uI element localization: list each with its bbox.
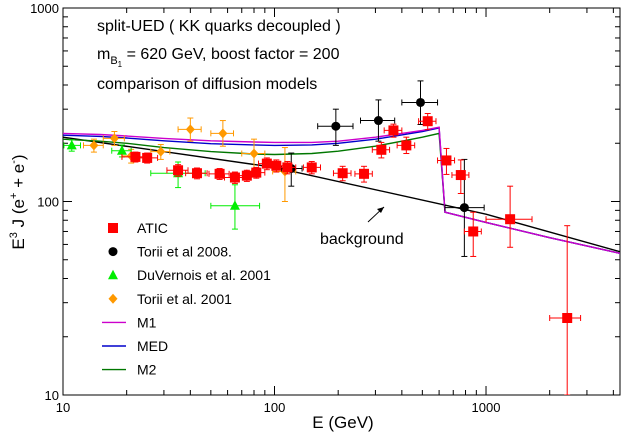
legend-label: M2 bbox=[137, 362, 157, 378]
y-label-e: E bbox=[9, 238, 28, 249]
data-point bbox=[282, 162, 293, 173]
y-tick-label: 1000 bbox=[30, 1, 59, 16]
legend-item: M2 bbox=[102, 362, 157, 378]
legend-label: DuVernois et al. 2001 bbox=[137, 267, 271, 283]
series-background bbox=[63, 136, 620, 253]
series-line-m1 bbox=[63, 126, 620, 254]
y-axis-label: E3 J (e+ + e-) bbox=[8, 154, 28, 249]
legend-label: Torii et al 2008. bbox=[137, 244, 232, 260]
y-tick-label: 100 bbox=[37, 195, 59, 210]
data-point bbox=[66, 139, 77, 150]
annotation-mass-text: = 620 GeV, boost factor = 200 bbox=[122, 46, 339, 63]
data-point bbox=[415, 97, 425, 107]
legend-item: DuVernois et al. 2001 bbox=[108, 267, 271, 283]
legend-item: ATIC bbox=[108, 220, 168, 236]
legend-item: Torii et al 2008. bbox=[108, 244, 232, 260]
data-point bbox=[373, 116, 383, 126]
data-point bbox=[422, 116, 433, 127]
annotation-mass-m: m bbox=[97, 46, 110, 63]
data-point bbox=[468, 226, 479, 237]
data-point bbox=[241, 170, 252, 181]
y-label-plus: + bbox=[8, 193, 20, 199]
data-point bbox=[109, 133, 119, 144]
legend-label: Torii et al. 2001 bbox=[137, 291, 232, 307]
legend-marker bbox=[108, 269, 118, 280]
annotation-mass-subsub: 1 bbox=[118, 60, 123, 69]
series-torii-et-al-2008 bbox=[281, 80, 485, 257]
data-point bbox=[185, 124, 195, 135]
data-point bbox=[505, 214, 516, 225]
data-point bbox=[173, 165, 184, 176]
data-point bbox=[116, 145, 127, 155]
series-layer bbox=[63, 80, 620, 395]
x-tick-label: 10 bbox=[56, 400, 70, 415]
data-point bbox=[261, 158, 272, 169]
series-torii-et-al-2001 bbox=[82, 117, 297, 202]
data-point bbox=[191, 168, 202, 179]
annotation-model: split-UED ( KK quarks decoupled ) bbox=[97, 18, 341, 35]
x-tick-label: 1000 bbox=[472, 400, 501, 415]
annotation-background: background bbox=[320, 231, 404, 248]
data-point bbox=[337, 168, 348, 179]
data-point bbox=[251, 167, 262, 178]
data-point bbox=[142, 152, 153, 163]
annotation-comparison: comparison of diffusion models bbox=[97, 76, 317, 93]
y-label-j: J (e bbox=[9, 199, 28, 232]
legend-label: ATIC bbox=[137, 220, 168, 236]
data-point bbox=[156, 146, 166, 157]
series-m1 bbox=[63, 126, 620, 254]
plot-frame bbox=[62, 7, 621, 396]
x-axis: 10 100 1000 bbox=[56, 8, 614, 415]
series-atic bbox=[121, 112, 582, 395]
y-axis: 10 100 1000 bbox=[30, 1, 620, 403]
y-label-mid: + e bbox=[9, 164, 28, 193]
legend-item: M1 bbox=[102, 314, 157, 330]
y-label-minus: - bbox=[8, 160, 20, 164]
legend-marker bbox=[108, 293, 118, 304]
data-point bbox=[562, 312, 573, 323]
y-label-close: ) bbox=[9, 154, 28, 160]
data-point bbox=[441, 155, 452, 166]
legend-label: M1 bbox=[137, 314, 157, 330]
data-point bbox=[331, 121, 341, 131]
data-point bbox=[459, 203, 469, 213]
y-tick-label: 10 bbox=[45, 388, 59, 403]
legend-label: MED bbox=[137, 338, 168, 354]
data-point bbox=[306, 162, 317, 173]
series-line-background bbox=[63, 136, 620, 253]
data-point bbox=[271, 160, 282, 171]
data-point bbox=[229, 200, 240, 210]
x-axis-label: E (GeV) bbox=[312, 413, 373, 432]
annotation-mass-sub: B bbox=[110, 55, 117, 67]
data-point bbox=[388, 125, 399, 136]
y-label-exp3: 3 bbox=[8, 232, 20, 238]
data-point bbox=[359, 168, 370, 179]
legend-item: MED bbox=[102, 338, 168, 354]
data-point bbox=[218, 128, 228, 139]
legend-marker bbox=[108, 247, 118, 257]
data-point bbox=[249, 148, 259, 159]
x-tick-label: 100 bbox=[264, 400, 286, 415]
data-point bbox=[214, 168, 225, 179]
annotation-mass: mB1 = 620 GeV, boost factor = 200 bbox=[97, 46, 340, 69]
background-arrow-head bbox=[377, 207, 384, 213]
data-point bbox=[89, 140, 99, 151]
data-point bbox=[455, 170, 466, 181]
data-point bbox=[376, 144, 387, 155]
data-point bbox=[229, 172, 240, 183]
legend: ATIC Torii et al 2008. DuVernois et al. 20… bbox=[102, 220, 271, 378]
legend-marker bbox=[108, 223, 118, 233]
data-point bbox=[401, 140, 412, 151]
legend-item: Torii et al. 2001 bbox=[108, 291, 232, 307]
